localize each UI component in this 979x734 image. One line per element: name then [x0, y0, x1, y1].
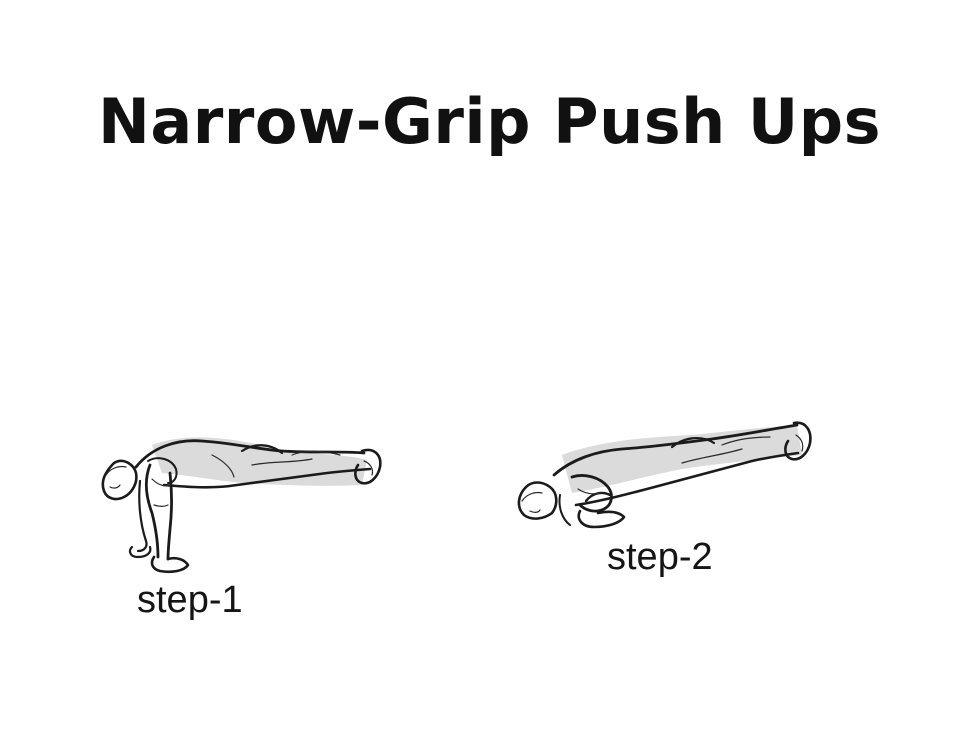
pushup-up-figure — [101, 437, 382, 574]
step-2-label: step-2 — [607, 536, 713, 578]
page-title: Narrow-Grip Push Ups — [97, 85, 881, 158]
step-2-illustration — [512, 415, 817, 540]
step-1-label: step-1 — [137, 579, 243, 621]
step-1-illustration — [92, 425, 392, 585]
pushup-down-figure — [517, 421, 812, 529]
